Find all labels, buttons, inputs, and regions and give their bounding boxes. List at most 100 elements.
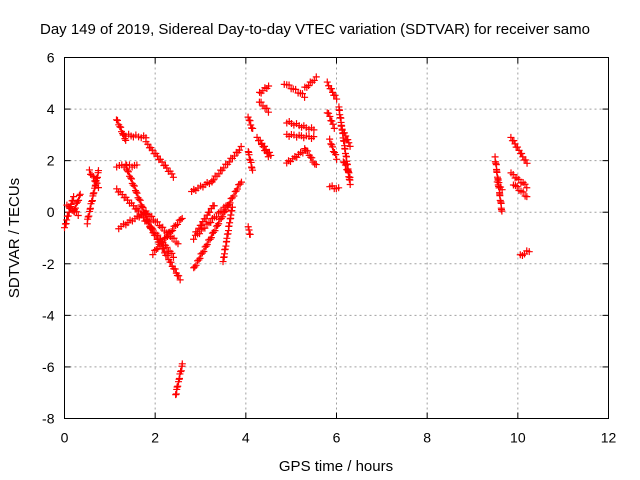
data-point-marker — [285, 81, 293, 89]
data-series-segment — [119, 130, 150, 142]
data-point-marker — [163, 243, 171, 251]
x-axis-tick-labels: 0 2 4 6 8 10 12 — [61, 430, 617, 446]
data-point-marker — [264, 153, 272, 161]
x-tick-label: 8 — [423, 430, 431, 446]
data-point-marker — [177, 368, 185, 376]
y-tick-label: 6 — [47, 50, 55, 66]
data-point-marker — [523, 193, 531, 201]
data-point-marker — [144, 219, 152, 227]
data-series-segment — [326, 182, 343, 193]
data-point-marker — [310, 76, 318, 84]
data-point-marker — [202, 242, 210, 250]
y-tick-label: -6 — [42, 359, 55, 375]
data-series-segment — [283, 130, 318, 142]
data-point-marker — [170, 234, 178, 242]
data-point-marker — [310, 133, 318, 141]
data-point-marker — [310, 126, 318, 134]
y-tick-label: -2 — [42, 256, 55, 272]
data-point-marker — [139, 203, 147, 211]
data-point-marker — [215, 220, 223, 228]
data-point-marker — [128, 175, 136, 183]
data-point-marker — [328, 117, 336, 125]
y-tick-label: -4 — [42, 307, 55, 323]
data-point-marker — [246, 117, 254, 125]
data-point-marker — [263, 149, 271, 157]
data-point-marker — [63, 216, 71, 224]
data-point-marker — [169, 226, 177, 234]
data-point-marker — [264, 108, 272, 116]
data-point-marker — [202, 215, 210, 223]
data-point-marker — [135, 195, 143, 203]
data-point-marker — [224, 202, 232, 210]
data-point-marker — [74, 212, 82, 220]
data-point-marker — [88, 171, 96, 179]
data-point-marker — [92, 178, 100, 186]
data-point-marker — [519, 153, 527, 161]
data-point-marker — [163, 164, 171, 172]
x-tick-label: 10 — [510, 430, 526, 446]
data-point-marker — [177, 215, 185, 223]
data-series-segment — [516, 247, 533, 260]
data-point-marker — [230, 192, 238, 200]
data-point-marker — [162, 233, 170, 241]
data-point-marker — [172, 221, 180, 229]
data-point-marker — [152, 245, 160, 253]
data-series-segment — [326, 135, 341, 163]
data-point-marker — [338, 125, 346, 133]
data-point-marker — [326, 135, 334, 143]
data-point-marker — [312, 161, 320, 169]
data-point-marker — [212, 213, 220, 221]
data-point-marker — [237, 178, 245, 186]
data-point-marker — [219, 213, 227, 221]
data-point-marker — [256, 136, 264, 144]
data-point-marker — [167, 258, 175, 266]
data-point-marker — [514, 143, 522, 151]
data-point-marker — [210, 176, 218, 184]
data-point-marker — [203, 241, 211, 249]
data-point-marker — [523, 159, 531, 167]
data-series-segment — [244, 113, 257, 132]
data-point-marker — [519, 188, 527, 196]
data-point-marker — [133, 189, 141, 197]
data-point-marker — [225, 158, 233, 166]
data-point-marker — [495, 179, 503, 187]
data-point-marker — [335, 184, 343, 192]
data-point-marker — [341, 161, 349, 169]
data-point-marker — [346, 142, 354, 150]
data-point-marker — [244, 223, 252, 231]
data-point-marker — [333, 155, 341, 163]
data-point-marker — [163, 233, 171, 241]
data-point-marker — [218, 207, 226, 215]
data-point-marker — [85, 166, 93, 174]
data-point-marker — [298, 90, 306, 98]
data-series-segment — [70, 190, 84, 215]
data-point-marker — [132, 188, 140, 196]
data-point-marker — [133, 161, 141, 169]
data-series-segment — [142, 207, 182, 248]
data-point-marker — [88, 197, 96, 205]
data-point-marker — [169, 253, 177, 261]
data-point-marker — [228, 203, 236, 211]
data-series-segment — [337, 122, 354, 150]
data-point-marker — [192, 261, 200, 269]
data-series-segment — [507, 133, 531, 167]
data-point-marker — [154, 231, 162, 239]
data-series-segment — [258, 141, 272, 161]
data-series-segment — [255, 98, 272, 116]
data-point-marker — [93, 173, 101, 181]
data-point-marker — [122, 161, 130, 169]
data-point-marker — [305, 82, 313, 90]
data-point-marker — [61, 224, 68, 232]
x-axis-label: GPS time / hours — [279, 458, 393, 475]
data-point-marker — [330, 124, 338, 132]
data-point-marker — [138, 202, 146, 210]
data-series-segment — [283, 118, 318, 134]
data-points — [61, 73, 533, 399]
data-series-segment — [192, 202, 218, 236]
data-point-marker — [148, 212, 156, 220]
x-tick-label: 0 — [61, 430, 69, 446]
data-point-marker — [75, 196, 83, 204]
data-point-marker — [308, 154, 316, 162]
data-point-marker — [346, 173, 354, 181]
data-series-segment — [85, 166, 102, 192]
